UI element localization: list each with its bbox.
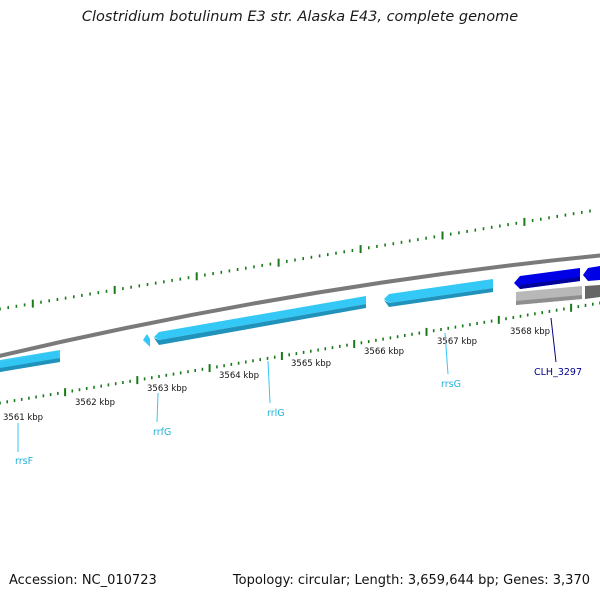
tick-label-3562: 3562 kbp bbox=[75, 398, 115, 408]
feature-label-rrlG[interactable]: rrlG bbox=[267, 408, 285, 419]
leader-rrfG bbox=[156, 392, 159, 423]
genome-backbone bbox=[0, 253, 600, 358]
tick-label-3563: 3563 kbp bbox=[147, 384, 187, 394]
tick-label-3564: 3564 kbp bbox=[219, 371, 259, 381]
cds-minus-box-edge[interactable] bbox=[585, 285, 600, 299]
outer-tick-track bbox=[0, 209, 591, 311]
accession-text: Accession: NC_010723 bbox=[9, 573, 157, 588]
tick-label-3567: 3567 kbp bbox=[437, 337, 477, 347]
feature-label-CLH_3297[interactable]: CLH_3297 bbox=[534, 367, 582, 378]
tick-label-3566: 3566 kbp bbox=[364, 347, 404, 357]
cds-CLH_3297-arrow[interactable] bbox=[514, 268, 580, 289]
feature-label-rrsF[interactable]: rrsF bbox=[15, 456, 33, 467]
cds-minus-box[interactable] bbox=[516, 286, 582, 305]
rrna-rrlG-arrow[interactable] bbox=[154, 296, 366, 345]
feature-label-rrsG[interactable]: rrsG bbox=[441, 379, 461, 390]
rrna-rrsF-arrow[interactable] bbox=[0, 350, 60, 372]
leader-rrsG bbox=[444, 332, 449, 375]
rrna-rrfG-arrow[interactable] bbox=[143, 334, 150, 347]
inner-tick-track bbox=[0, 301, 600, 405]
genome-title: Clostridium botulinum E3 str. Alaska E43… bbox=[81, 9, 519, 25]
tick-label-3561: 3561 kbp bbox=[3, 413, 43, 423]
tick-label-3565: 3565 kbp bbox=[291, 359, 331, 369]
topology-text: Topology: circular; Length: 3,659,644 bp… bbox=[232, 573, 590, 588]
cds-plus-arrow-edge[interactable] bbox=[583, 266, 600, 281]
rrna-rrsG-arrow[interactable] bbox=[384, 279, 493, 307]
tick-label-3568: 3568 kbp bbox=[510, 327, 550, 337]
leader-CLH_3297 bbox=[550, 317, 557, 363]
leader-rrlG bbox=[267, 360, 271, 404]
feature-label-rrfG[interactable]: rrfG bbox=[153, 427, 171, 438]
